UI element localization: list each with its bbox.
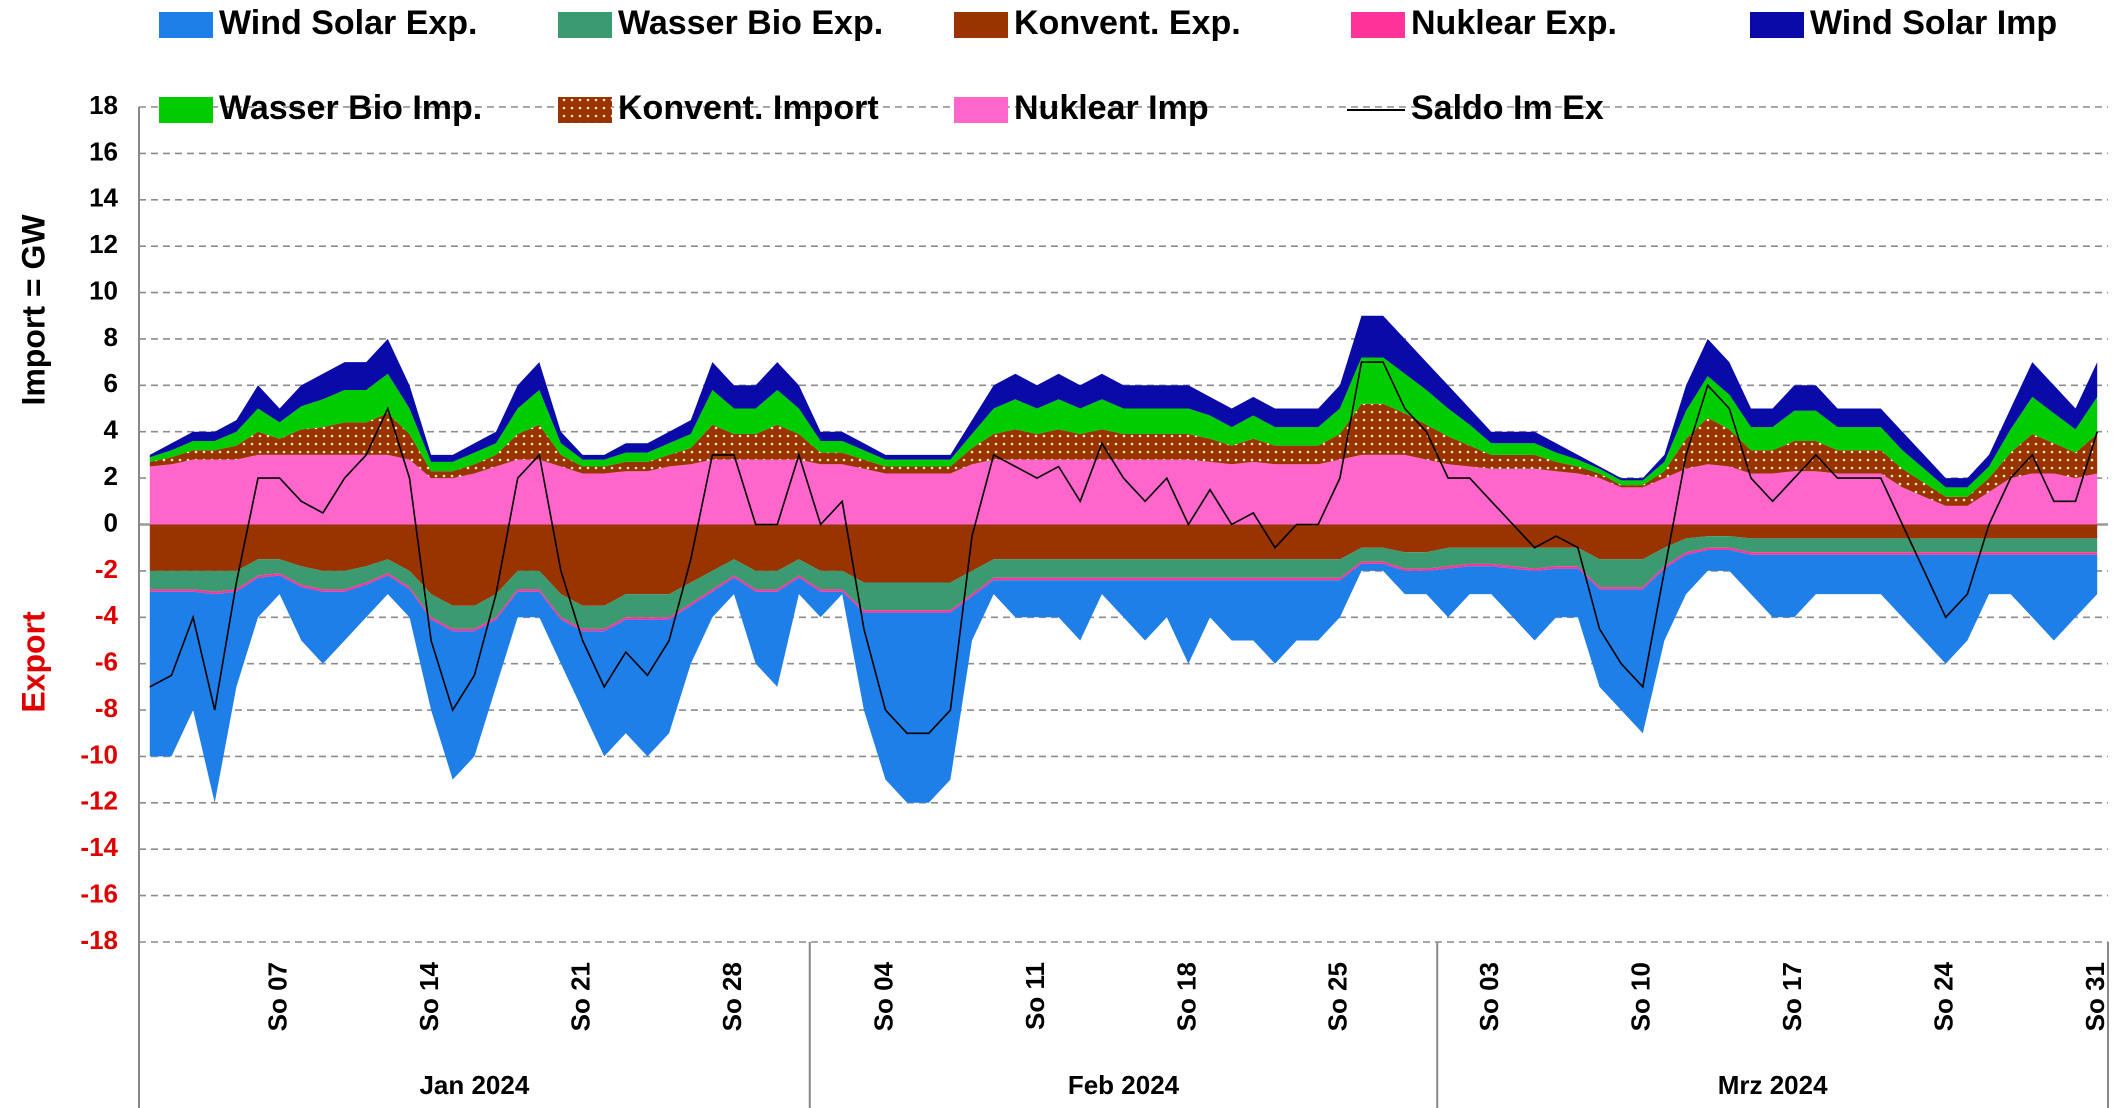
legend-label: Konvent. Exp. [1014, 4, 1241, 42]
legend-swatch [1351, 12, 1405, 38]
y-tick-label: -12 [80, 786, 118, 816]
legend-label: Wasser Bio Imp. [219, 89, 482, 127]
x-tick-label: So 04 [868, 961, 898, 1031]
area [149, 454, 2098, 525]
legend-label: Wasser Bio Exp. [618, 4, 883, 42]
y-tick-label: 8 [104, 322, 118, 352]
y-tick-label: 6 [104, 368, 118, 398]
area [149, 547, 2098, 632]
x-tick-label: So 24 [1929, 961, 1959, 1031]
legend-label: Wind Solar Imp [1810, 4, 2057, 42]
legend-swatch [558, 97, 612, 123]
month-label: Jan 2024 [419, 1070, 529, 1100]
y-tick-label: -10 [80, 739, 118, 769]
y-tick-label: 10 [89, 275, 118, 305]
legend-swatch [1750, 12, 1804, 38]
y-axis-label-export: Export [15, 611, 51, 713]
legend-label: Nuklear Imp [1014, 89, 1209, 127]
legend-label: Saldo Im Ex [1411, 89, 1604, 127]
y-tick-label: 0 [104, 507, 118, 537]
legend-swatch [159, 97, 213, 123]
legend-swatch [159, 12, 213, 38]
y-tick-label: 16 [89, 136, 118, 166]
line [149, 361, 2098, 735]
month-label: Mrz 2024 [1718, 1070, 1828, 1100]
area [149, 315, 2098, 488]
x-tick-label: So 03 [1474, 962, 1504, 1031]
area [149, 550, 2098, 803]
legend: Wind Solar Exp. Wasser Bio Exp. Konvent. E… [159, 4, 2057, 127]
x-tick-label: So 11 [1020, 962, 1050, 1030]
y-tick-label: 12 [89, 229, 118, 259]
month-label: Feb 2024 [1068, 1070, 1180, 1100]
y-tick-label: 4 [104, 415, 119, 445]
area [149, 357, 2098, 497]
x-tick-label: So 17 [1777, 962, 1807, 1031]
axes: -18 -16 -14 -12 -10 -8 -6 -4 -2 0 2 4 6 8 10 12 14 16 18 So… [80, 90, 2110, 1108]
x-tick-label: So 28 [717, 962, 747, 1031]
y-tick-label: 14 [89, 183, 118, 213]
x-tick-label: So 21 [565, 962, 595, 1031]
y-tick-label: -8 [95, 693, 118, 723]
legend-label: Wind Solar Exp. [219, 4, 478, 42]
y-tick-label: -6 [95, 647, 118, 677]
x-tick-label: So 14 [414, 961, 444, 1031]
legend-label: Nuklear Exp. [1411, 4, 1617, 42]
x-tick-label: So 10 [1626, 962, 1656, 1031]
y-tick-label: -2 [95, 554, 118, 584]
y-axis-label: Import = GW [15, 214, 51, 406]
legend-swatch [954, 12, 1008, 38]
area [149, 403, 2098, 506]
x-tick-label: So 07 [263, 962, 293, 1031]
legend-label: Konvent. Import [618, 89, 879, 127]
y-tick-label: 18 [89, 90, 118, 120]
legend-swatch [954, 97, 1008, 123]
area [149, 536, 2098, 629]
y-tick-label: -18 [80, 925, 118, 955]
x-tick-label: So 25 [1323, 962, 1353, 1031]
y-tick-label: -14 [80, 832, 118, 862]
x-tick-label: So 31 [2080, 962, 2110, 1031]
y-tick-label: -4 [95, 600, 119, 630]
plot-area [149, 315, 2098, 803]
x-tick-label: So 18 [1171, 962, 1201, 1031]
y-tick-label: 2 [104, 461, 118, 491]
area [149, 524, 2098, 606]
legend-swatch [558, 12, 612, 38]
y-tick-label: -16 [80, 878, 118, 908]
